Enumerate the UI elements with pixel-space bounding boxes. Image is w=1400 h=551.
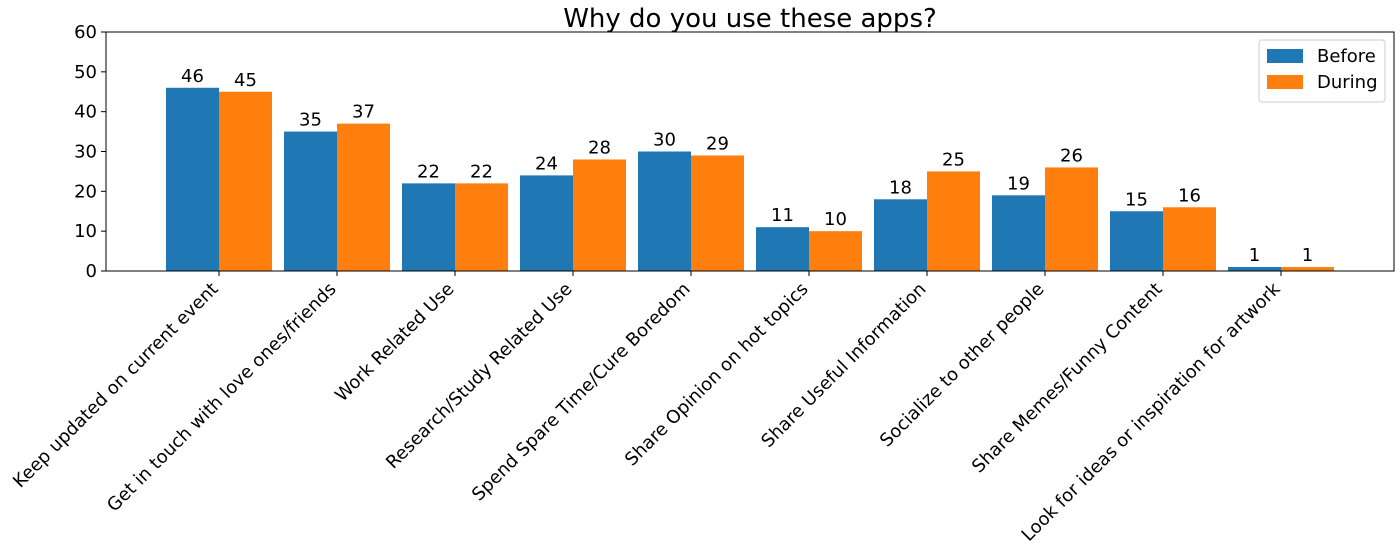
bar-during-2 bbox=[455, 183, 508, 271]
bar-during-8 bbox=[1163, 207, 1216, 271]
data-label-during-9: 1 bbox=[1302, 245, 1313, 266]
data-label-before-8: 15 bbox=[1125, 189, 1148, 210]
data-label-before-9: 1 bbox=[1249, 245, 1260, 266]
legend-label-before: Before bbox=[1317, 46, 1376, 67]
data-label-during-1: 37 bbox=[352, 102, 375, 123]
bar-before-9 bbox=[1228, 267, 1281, 271]
chart-title: Why do you use these apps? bbox=[563, 4, 937, 34]
bar-before-0 bbox=[166, 87, 219, 272]
bar-before-8 bbox=[1110, 211, 1163, 271]
bar-before-5 bbox=[756, 227, 809, 271]
bar-before-7 bbox=[992, 195, 1045, 271]
data-label-before-0: 46 bbox=[181, 66, 204, 87]
data-label-before-1: 35 bbox=[299, 110, 322, 131]
legend-swatch-before bbox=[1267, 49, 1303, 63]
data-label-during-5: 10 bbox=[824, 209, 847, 230]
x-tick-label-3: Research/Study Related Use bbox=[382, 279, 576, 473]
y-tick-label-0: 0 bbox=[86, 261, 97, 282]
legend-label-during: During bbox=[1317, 72, 1378, 93]
bar-before-4 bbox=[638, 151, 691, 271]
data-label-before-5: 11 bbox=[771, 205, 794, 226]
bar-during-1 bbox=[337, 123, 390, 271]
data-label-during-2: 22 bbox=[470, 161, 493, 182]
x-tick-label-0: Keep updated on current event bbox=[9, 279, 222, 492]
x-tick-label-2: Work Related Use bbox=[331, 279, 458, 406]
bar-before-2 bbox=[402, 183, 455, 271]
data-label-before-6: 18 bbox=[889, 177, 912, 198]
data-label-during-4: 29 bbox=[706, 133, 729, 154]
data-label-during-3: 28 bbox=[588, 137, 611, 158]
bar-during-6 bbox=[927, 171, 980, 271]
data-label-before-3: 24 bbox=[535, 153, 558, 174]
bar-during-4 bbox=[691, 155, 744, 271]
x-tick-label-4: Spend Spare Time/Cure Boredom bbox=[468, 279, 695, 506]
data-label-before-2: 22 bbox=[417, 161, 440, 182]
bar-during-5 bbox=[809, 231, 862, 271]
data-label-before-4: 30 bbox=[653, 130, 676, 151]
bar-during-0 bbox=[219, 91, 272, 271]
y-tick-label-3: 30 bbox=[74, 142, 97, 163]
bar-before-3 bbox=[520, 175, 573, 271]
x-tick-label-1: Get in touch with love ones/friends bbox=[103, 279, 340, 516]
y-tick-label-5: 50 bbox=[74, 62, 97, 83]
bar-during-7 bbox=[1045, 167, 1098, 271]
bar-during-9 bbox=[1281, 267, 1334, 271]
legend-swatch-during bbox=[1267, 75, 1303, 89]
x-tick-label-8: Share Memes/Funny Content bbox=[968, 279, 1167, 478]
data-label-during-7: 26 bbox=[1060, 145, 1083, 166]
bar-during-3 bbox=[573, 159, 626, 271]
legend: Before During bbox=[1258, 39, 1386, 103]
y-tick-label-6: 60 bbox=[74, 22, 97, 43]
y-tick-label-1: 10 bbox=[74, 221, 97, 242]
data-label-during-8: 16 bbox=[1178, 185, 1201, 206]
data-label-before-7: 19 bbox=[1007, 173, 1030, 194]
bar-before-1 bbox=[284, 131, 337, 271]
bar-before-6 bbox=[874, 199, 927, 271]
y-tick-label-2: 20 bbox=[74, 181, 97, 202]
x-tick-label-9: Look for ideas or inspiration for artwor… bbox=[1018, 278, 1285, 545]
data-label-during-0: 45 bbox=[234, 70, 257, 91]
y-tick-label-4: 40 bbox=[74, 102, 97, 123]
data-label-during-6: 25 bbox=[942, 149, 965, 170]
